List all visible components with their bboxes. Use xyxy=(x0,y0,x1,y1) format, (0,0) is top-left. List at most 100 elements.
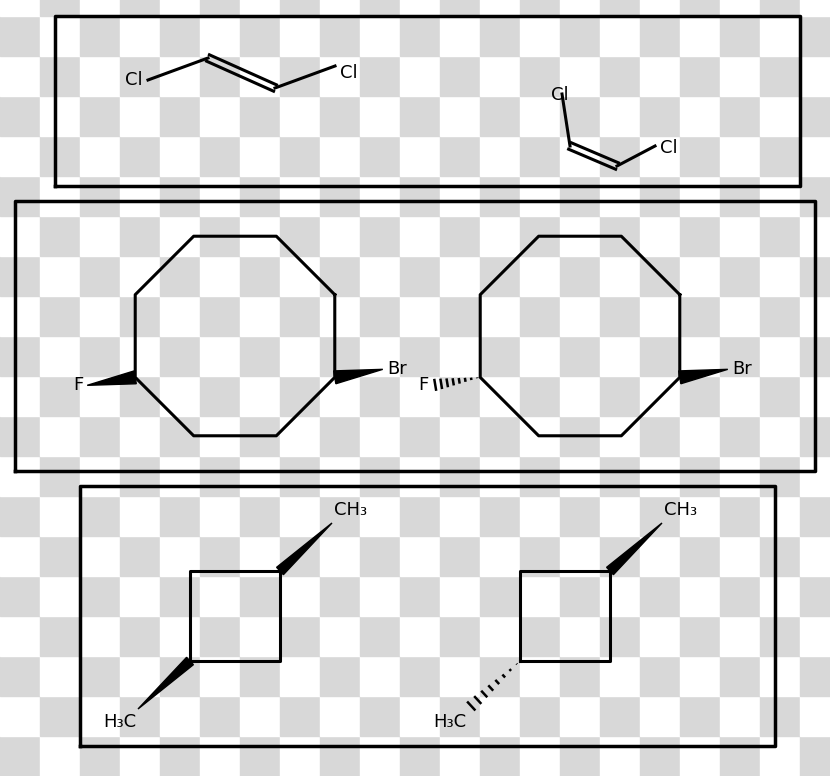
Bar xyxy=(400,216,440,256)
Bar xyxy=(240,176,280,216)
Bar xyxy=(480,576,520,616)
Bar xyxy=(0,496,40,536)
Bar xyxy=(800,736,830,776)
Bar xyxy=(520,0,560,16)
Bar xyxy=(80,536,120,576)
Bar xyxy=(200,336,240,376)
Bar xyxy=(80,256,120,296)
Bar xyxy=(280,176,320,216)
Bar xyxy=(800,376,830,416)
Bar xyxy=(400,656,440,696)
Bar xyxy=(480,0,520,16)
Bar xyxy=(360,336,400,376)
Bar xyxy=(40,16,80,56)
Bar xyxy=(600,416,640,456)
Bar xyxy=(200,96,240,136)
Bar xyxy=(280,336,320,376)
Bar xyxy=(640,136,680,176)
Bar xyxy=(40,496,80,536)
Bar xyxy=(560,416,600,456)
Bar xyxy=(320,616,360,656)
Bar xyxy=(640,576,680,616)
Bar xyxy=(400,576,440,616)
Bar xyxy=(280,256,320,296)
Bar xyxy=(280,696,320,736)
Bar xyxy=(120,576,160,616)
Bar xyxy=(520,576,560,616)
Bar xyxy=(200,296,240,336)
Bar xyxy=(80,56,120,96)
Bar xyxy=(680,56,720,96)
Bar xyxy=(480,16,520,56)
Bar xyxy=(680,336,720,376)
Bar xyxy=(520,736,560,776)
Bar xyxy=(760,136,800,176)
Bar xyxy=(400,416,440,456)
Bar xyxy=(800,456,830,496)
Bar xyxy=(240,416,280,456)
Bar xyxy=(680,616,720,656)
Bar xyxy=(720,136,760,176)
Bar xyxy=(760,416,800,456)
Bar xyxy=(520,216,560,256)
Bar xyxy=(40,216,80,256)
Bar xyxy=(560,56,600,96)
Bar xyxy=(200,256,240,296)
Bar xyxy=(40,376,80,416)
Bar xyxy=(640,256,680,296)
Bar xyxy=(120,696,160,736)
Bar xyxy=(680,656,720,696)
Bar xyxy=(560,496,600,536)
Bar xyxy=(440,736,480,776)
Bar xyxy=(600,176,640,216)
Bar xyxy=(160,136,200,176)
Bar xyxy=(360,616,400,656)
Bar xyxy=(520,56,560,96)
Bar xyxy=(560,136,600,176)
Bar xyxy=(640,736,680,776)
Bar xyxy=(160,376,200,416)
Bar xyxy=(800,416,830,456)
Bar xyxy=(240,16,280,56)
Bar xyxy=(720,176,760,216)
Text: CH₃: CH₃ xyxy=(334,501,367,519)
Bar xyxy=(680,576,720,616)
Bar xyxy=(240,56,280,96)
Bar xyxy=(640,96,680,136)
Bar xyxy=(240,496,280,536)
Bar xyxy=(160,296,200,336)
Bar xyxy=(720,656,760,696)
Bar xyxy=(440,376,480,416)
Bar xyxy=(80,616,120,656)
Bar xyxy=(320,56,360,96)
Bar xyxy=(600,656,640,696)
Bar xyxy=(320,136,360,176)
Bar xyxy=(800,96,830,136)
Bar xyxy=(200,536,240,576)
Bar xyxy=(480,696,520,736)
Bar xyxy=(760,616,800,656)
Bar xyxy=(240,616,280,656)
Bar xyxy=(80,576,120,616)
Bar xyxy=(480,736,520,776)
Bar xyxy=(440,416,480,456)
Bar xyxy=(720,416,760,456)
Bar xyxy=(240,336,280,376)
Bar xyxy=(0,736,40,776)
Bar xyxy=(600,256,640,296)
Bar xyxy=(200,16,240,56)
Bar xyxy=(680,216,720,256)
Bar xyxy=(560,296,600,336)
Bar xyxy=(640,536,680,576)
Bar xyxy=(600,0,640,16)
Bar xyxy=(320,176,360,216)
Bar xyxy=(680,456,720,496)
Bar xyxy=(360,376,400,416)
Bar xyxy=(80,136,120,176)
Bar xyxy=(760,176,800,216)
Bar xyxy=(600,496,640,536)
Bar xyxy=(360,576,400,616)
Polygon shape xyxy=(138,657,193,709)
Bar xyxy=(760,296,800,336)
Bar xyxy=(560,176,600,216)
